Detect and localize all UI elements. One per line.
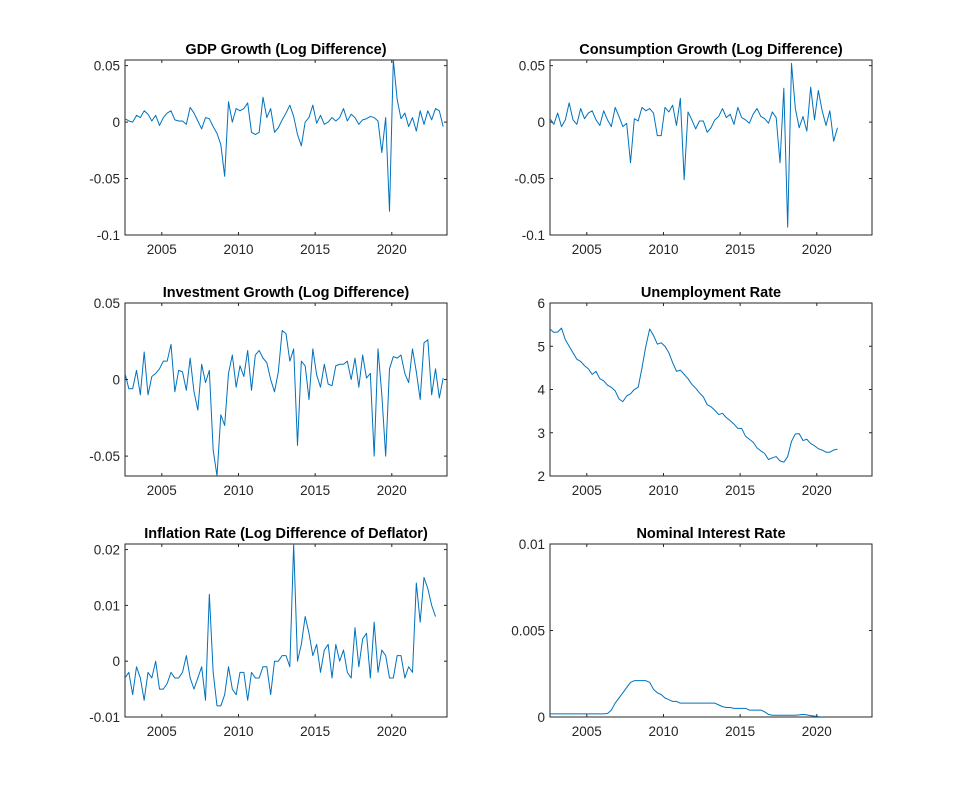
x-tick-label: 2010 <box>648 724 678 739</box>
x-tick-label: 2015 <box>300 242 330 257</box>
series-line <box>125 330 444 476</box>
x-tick-label: 2005 <box>572 242 602 257</box>
y-tick-label: 0.05 <box>519 59 545 74</box>
y-tick-label: 0.05 <box>94 59 120 74</box>
x-tick-label: 2015 <box>725 483 755 498</box>
y-tick-label: 0.02 <box>94 543 120 558</box>
x-tick-label: 2010 <box>223 242 253 257</box>
y-tick-label: 0.005 <box>511 624 545 639</box>
subplot-title: Unemployment Rate <box>641 285 781 301</box>
y-tick-label: 0 <box>112 654 120 669</box>
subplot-title: GDP Growth (Log Difference) <box>185 42 386 58</box>
y-tick-label: 3 <box>537 426 545 441</box>
subplot-4: 2005 2010 2015 2020 2 3 4 5 6 Unemployment Rate <box>537 285 873 498</box>
plot-area <box>124 543 448 718</box>
plot-area <box>549 59 873 236</box>
y-tick-label: 0 <box>112 115 120 130</box>
subplot-2: 2005 2010 2015 2020 -0.1 -0.05 0 0.05 Consumptio… <box>514 42 873 257</box>
y-tick-label: -0.05 <box>514 172 545 187</box>
x-tick-label: 2020 <box>377 242 407 257</box>
subplot-title: Consumption Growth (Log Difference) <box>579 42 843 58</box>
y-tick-label: -0.1 <box>522 228 545 243</box>
plot-area <box>124 59 448 236</box>
x-tick-label: 2010 <box>648 242 678 257</box>
x-tick-label: 2015 <box>300 483 330 498</box>
y-tick-label: -0.05 <box>89 449 120 464</box>
subplot-5: 2005 2010 2015 2020 -0.01 0 0.01 0.02 Inflation … <box>89 526 448 739</box>
y-tick-label: 0 <box>537 710 545 725</box>
subplot-6: 2005 2010 2015 2020 0 0.005 0.01 Nominal Intere… <box>511 526 873 739</box>
x-tick-label: 2020 <box>802 483 832 498</box>
series-line <box>125 60 444 212</box>
x-tick-label: 2005 <box>147 242 177 257</box>
y-tick-label: 0.05 <box>94 296 120 311</box>
y-tick-label: -0.1 <box>97 228 120 243</box>
x-tick-label: 2005 <box>572 724 602 739</box>
series-line <box>550 680 823 717</box>
y-tick-label: -0.01 <box>89 710 120 725</box>
subplot-3: 2005 2010 2015 2020 -0.05 0 0.05 Investment Gro… <box>89 285 448 498</box>
x-tick-label: 2010 <box>223 483 253 498</box>
y-tick-label: 2 <box>537 469 545 484</box>
series-line <box>550 62 838 228</box>
x-tick-label: 2020 <box>377 483 407 498</box>
x-tick-label: 2010 <box>648 483 678 498</box>
y-tick-label: 4 <box>537 383 545 398</box>
plot-area <box>549 302 873 477</box>
y-tick-label: 5 <box>537 339 545 354</box>
plot-area <box>549 543 873 718</box>
x-tick-label: 2005 <box>147 483 177 498</box>
series-line <box>550 327 838 463</box>
series-line <box>125 544 436 707</box>
x-tick-label: 2015 <box>725 724 755 739</box>
y-tick-label: 0.01 <box>519 537 545 552</box>
x-tick-label: 2020 <box>377 724 407 739</box>
x-tick-label: 2020 <box>802 724 832 739</box>
x-tick-label: 2010 <box>223 724 253 739</box>
subplot-1: 2005 2010 2015 2020 -0.1 -0.05 0 0.05 GDP Growth… <box>89 42 448 257</box>
y-tick-label: -0.05 <box>89 172 120 187</box>
x-tick-label: 2005 <box>147 724 177 739</box>
y-tick-label: 6 <box>537 296 545 311</box>
x-tick-label: 2005 <box>572 483 602 498</box>
subplot-title: Inflation Rate (Log Difference of Deflat… <box>144 526 428 542</box>
subplot-title: Nominal Interest Rate <box>636 526 785 542</box>
x-tick-label: 2015 <box>725 242 755 257</box>
subplot-title: Investment Growth (Log Difference) <box>163 285 410 301</box>
x-tick-label: 2020 <box>802 242 832 257</box>
plot-area <box>124 302 448 477</box>
y-tick-label: 0 <box>112 373 120 388</box>
y-tick-label: 0 <box>537 115 545 130</box>
x-tick-label: 2015 <box>300 724 330 739</box>
y-tick-label: 0.01 <box>94 598 120 613</box>
